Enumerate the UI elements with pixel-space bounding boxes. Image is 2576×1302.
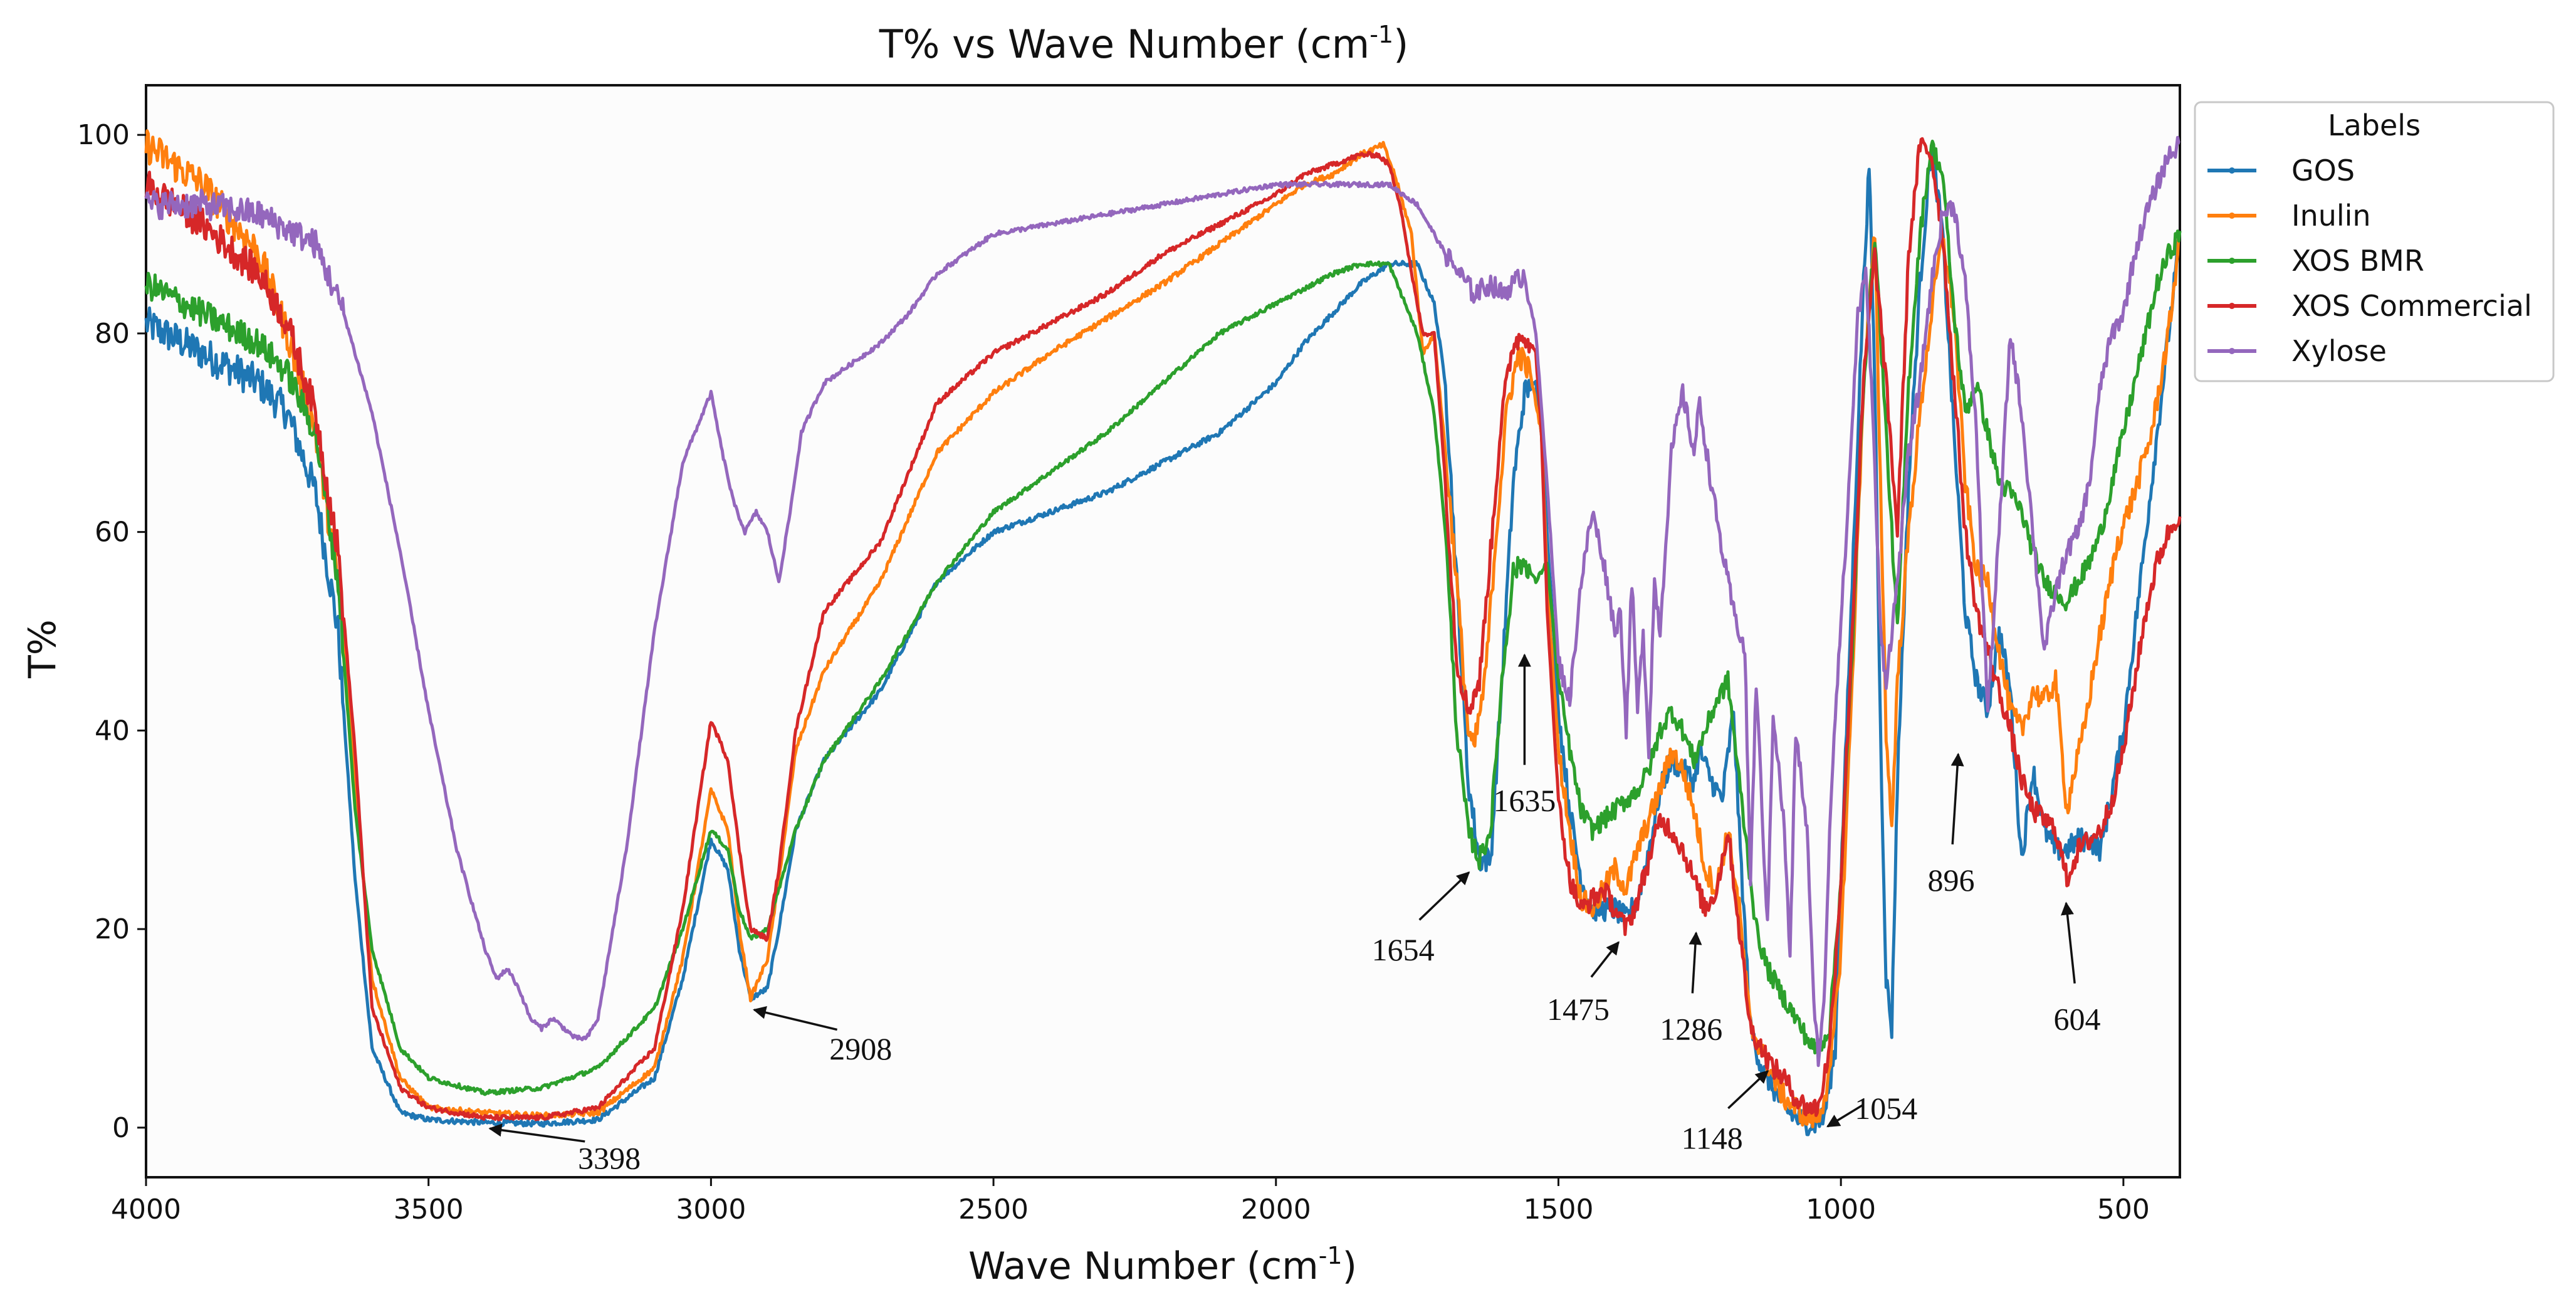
annotation-label: 1635 [1493,783,1556,818]
series-line-xylose [144,135,2181,1068]
series-line-inulin [144,129,2181,1128]
x-tick-label: 2500 [958,1194,1029,1226]
y-tick-label: 0 [112,1112,130,1144]
annotation-label: 1654 [1372,932,1435,967]
annotation-arrow [1727,1069,1769,1110]
annotation-label: 604 [2053,1002,2100,1037]
y-tick-label: 100 [77,119,130,151]
legend-title: Labels [2328,108,2421,142]
annotation-label: 1286 [1660,1011,1722,1046]
annotation-arrow [1590,941,1620,978]
legend-item: GOS [2207,154,2355,187]
chart-title: T% vs Wave Number (cm-1) [879,21,1409,67]
annotation-label: 1475 [1547,992,1610,1027]
x-tick-label: 3500 [394,1194,464,1226]
y-tick-label: 60 [95,517,130,549]
legend-label: Xylose [2291,334,2387,368]
legend-marker [2229,167,2235,174]
x-tick-label: 1500 [1523,1194,1593,1226]
legend-item: Xylose [2207,334,2387,368]
legend-box [2194,101,2555,382]
annotation-label: 1148 [1682,1121,1743,1156]
x-tick-label: 2000 [1241,1194,1311,1226]
series-layer [144,129,2182,1137]
annotation-arrow [2061,901,2076,984]
x-axis-ticks: 4000 3500 3000 2500 2000 1500 1000 500 [111,1177,2150,1226]
legend-item: XOS BMR [2207,244,2424,278]
legend-label: XOS BMR [2291,244,2424,278]
annotation-arrow [1950,752,1964,845]
annotation-label: 3398 [578,1140,641,1175]
legend-item: XOS Commercial [2207,289,2532,323]
series-line-xos-commercial [144,137,2182,1121]
x-tick-label: 3000 [676,1194,746,1226]
x-tick-label: 4000 [111,1194,181,1226]
legend: Labels GOS Inulin XOS BMR XOS Commercial Xyl… [2194,101,2555,382]
x-tick-label: 1000 [1806,1194,1876,1226]
annotation-arrow [753,1006,838,1031]
x-axis-label: Wave Number (cm-1) [968,1242,1357,1288]
annotation-arrow [488,1123,585,1143]
x-tick-label: 500 [2097,1194,2150,1226]
legend-marker [2229,303,2235,309]
y-tick-label: 80 [95,318,130,350]
y-tick-label: 40 [95,715,130,747]
annotation-arrow [1826,1104,1863,1128]
legend-items: GOS Inulin XOS BMR XOS Commercial Xylose [2207,154,2532,368]
annotation-label: 2908 [829,1031,892,1066]
legend-item: Inulin [2207,199,2371,233]
annotation-label: 1054 [1855,1091,1917,1126]
y-tick-label: 20 [95,913,130,945]
y-axis-ticks: 0 20 40 60 80 100 [77,119,146,1144]
annotations: 3398 2908 1654 1635 1475 1286 1148 1054 896 604 [488,653,2100,1175]
legend-marker [2229,213,2235,219]
legend-label: GOS [2291,154,2355,187]
annotation-label: 896 [1927,863,1974,898]
legend-marker [2229,258,2235,264]
annotation-arrow [1418,871,1470,921]
legend-label: Inulin [2291,199,2371,233]
annotation-arrow [1689,931,1702,994]
legend-marker [2229,348,2235,354]
y-axis-label: T% [21,619,65,679]
legend-label: XOS Commercial [2291,289,2532,323]
